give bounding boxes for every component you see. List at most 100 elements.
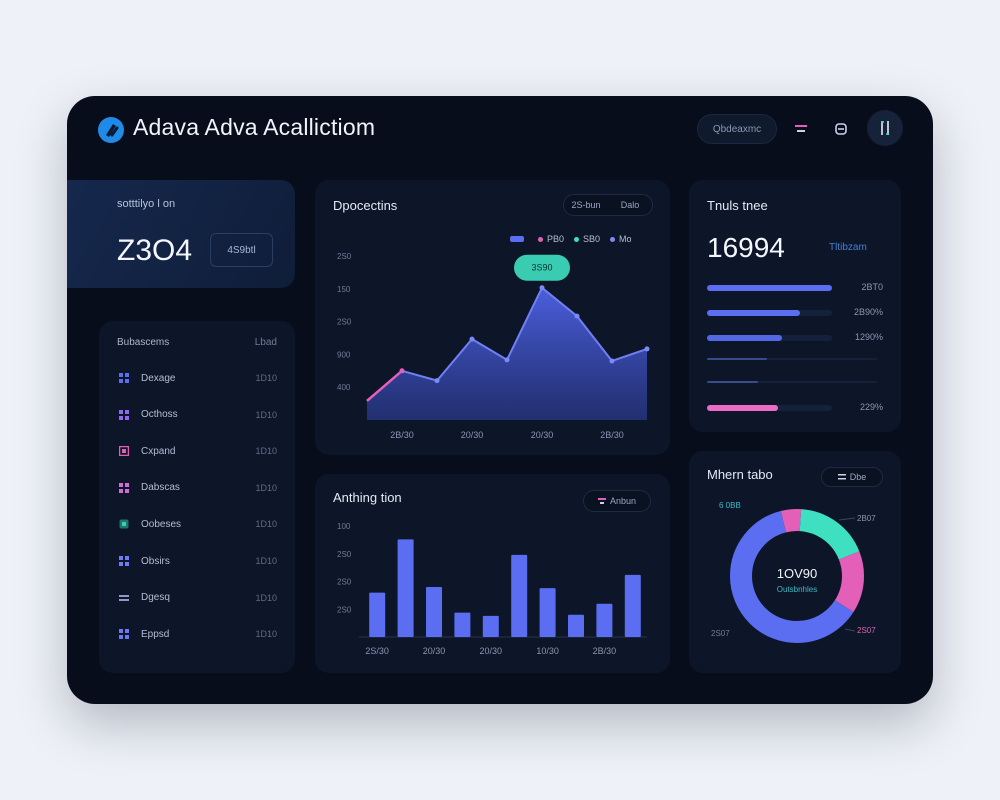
bars-icon (117, 591, 131, 605)
list-item-value: 1D10 (255, 519, 277, 530)
progress-subtitle[interactable]: Tltibzam (829, 242, 867, 253)
list-item[interactable]: Dexage 1D10 (117, 368, 277, 388)
bar-chart-card: Anthing tion Anbun 2S0 2S0 2S0 100 2S/30 20/3… (315, 474, 670, 673)
range-option-1[interactable]: 2S-bun (571, 200, 601, 210)
progress-percent: 2BT0 (861, 282, 883, 292)
x-tick-label: 20/30 (423, 646, 446, 656)
header-pill-button[interactable]: Qbdeaxmc (697, 114, 777, 144)
progress-fill (707, 405, 779, 411)
list-item[interactable]: Dgesq 1D10 (117, 588, 277, 608)
list-item-value: 1D10 (255, 556, 277, 566)
legend-item (510, 234, 528, 244)
donut-title: Mhern tabo (707, 467, 773, 482)
donut-slice[interactable] (730, 509, 864, 643)
data-point[interactable] (504, 357, 510, 363)
list-item-value: 1D10 (255, 409, 277, 420)
bar[interactable] (596, 603, 613, 637)
bar[interactable] (369, 592, 386, 637)
bar-chart: 2S0 2S0 2S0 100 2S/30 20/30 20/30 10/30 2B/30 (337, 522, 647, 656)
list-item[interactable]: Obsirs 1D10 (117, 551, 277, 571)
progress-fill (707, 285, 832, 291)
kpi-badge[interactable]: 4S9btl (210, 233, 273, 267)
list-item[interactable]: Octhoss 1D10 (117, 405, 277, 425)
data-point[interactable] (469, 336, 475, 342)
list-item-label: Obsirs (141, 555, 170, 567)
leader-line (838, 517, 856, 521)
chart-tooltip: 3S90 (514, 254, 570, 281)
bar-chart-title: Anthing tion (333, 490, 402, 505)
progress-percent: 229% (859, 402, 883, 412)
list-header-left: Bubascems (117, 337, 170, 348)
y-tick-label: 2S0 (337, 252, 352, 261)
user-icon (881, 121, 889, 135)
bar[interactable] (397, 539, 414, 637)
progress-row: 1290% (707, 332, 883, 344)
legend-dot (574, 236, 580, 242)
progress-track (707, 405, 832, 411)
donut-label: 6 0BB (719, 501, 741, 510)
kpi-card (67, 180, 295, 288)
filter-icon[interactable] (792, 120, 810, 138)
list-item-label: Octhoss (141, 409, 178, 421)
data-point[interactable] (574, 313, 580, 319)
leader-line (844, 628, 856, 632)
grid-icon (117, 371, 131, 385)
bar[interactable] (624, 574, 641, 637)
data-point[interactable] (434, 378, 440, 384)
data-point[interactable] (644, 346, 650, 352)
list-item-value: 1D10 (255, 446, 277, 457)
y-tick-label: 400 (337, 383, 351, 392)
list-item[interactable]: Oobeses 1D10 (117, 514, 277, 534)
y-tick-label: 100 (337, 522, 351, 531)
list-item-value: 1D10 (255, 373, 277, 383)
donut-center-sub: Outsbnhles (777, 585, 817, 594)
user-avatar-button[interactable] (867, 110, 903, 146)
progress-title: Tnuls tnee (707, 198, 768, 213)
x-tick-label: 10/30 (536, 646, 559, 656)
progress-card: Tnuls tnee 16994 Tltibzam 2BT0 2B90% 1290%… (689, 180, 901, 432)
y-tick-label: 150 (337, 285, 351, 294)
progress-row (707, 376, 883, 388)
donut-filter-button[interactable]: Dbe (821, 467, 883, 487)
settings-icon[interactable] (832, 120, 850, 138)
progress-fill (707, 310, 800, 316)
grid-icon (117, 481, 131, 495)
donut-slice[interactable] (730, 509, 864, 643)
bar[interactable] (539, 588, 556, 637)
list-header-right: Lbad (254, 337, 277, 348)
progress-track (707, 310, 832, 316)
bar[interactable] (482, 615, 499, 637)
donut-slice[interactable] (730, 509, 864, 643)
list-item-label: Dgesq (141, 592, 170, 604)
trend-chart: 400 900 2S0 150 2S0 3S90 2B/30 20/30 20/30 2B/30 (337, 252, 650, 440)
donut-label: 2S07 (711, 629, 730, 638)
x-tick-label: 2B/30 (390, 430, 414, 440)
range-toggle[interactable]: 2S-bun Dalo (563, 194, 653, 216)
bar[interactable] (568, 614, 584, 637)
app-title: Adava Adva Acallictiom (133, 114, 376, 140)
x-tick-label: 20/30 (480, 646, 503, 656)
data-point[interactable] (399, 368, 405, 374)
menu-icon (837, 474, 846, 480)
y-tick-label: 2S0 (337, 550, 352, 559)
bar[interactable] (426, 587, 442, 637)
list-item[interactable]: Cxpand 1D10 (117, 441, 277, 461)
donut-label: 2B07 (857, 514, 876, 523)
list-item-label: Dabscas (141, 482, 180, 494)
kpi-label: sotttilyo l on (117, 198, 176, 210)
progress-fill (707, 381, 758, 383)
grid-icon (117, 554, 131, 568)
list-item[interactable]: Eppsd 1D10 (117, 624, 277, 644)
list-item[interactable]: Dabscas 1D10 (117, 478, 277, 498)
bar-chart-filter-button[interactable]: Anbun (583, 490, 651, 512)
progress-track (707, 335, 832, 341)
progress-total: 16994 (707, 232, 785, 263)
bar[interactable] (454, 612, 471, 637)
range-option-2[interactable]: Dalo (620, 200, 640, 210)
data-point[interactable] (539, 285, 545, 291)
data-point[interactable] (609, 358, 615, 364)
progress-track (707, 285, 832, 291)
bar[interactable] (511, 554, 528, 637)
list-item-value: 1D10 (255, 629, 277, 640)
x-tick-label: 2B/30 (600, 430, 624, 440)
